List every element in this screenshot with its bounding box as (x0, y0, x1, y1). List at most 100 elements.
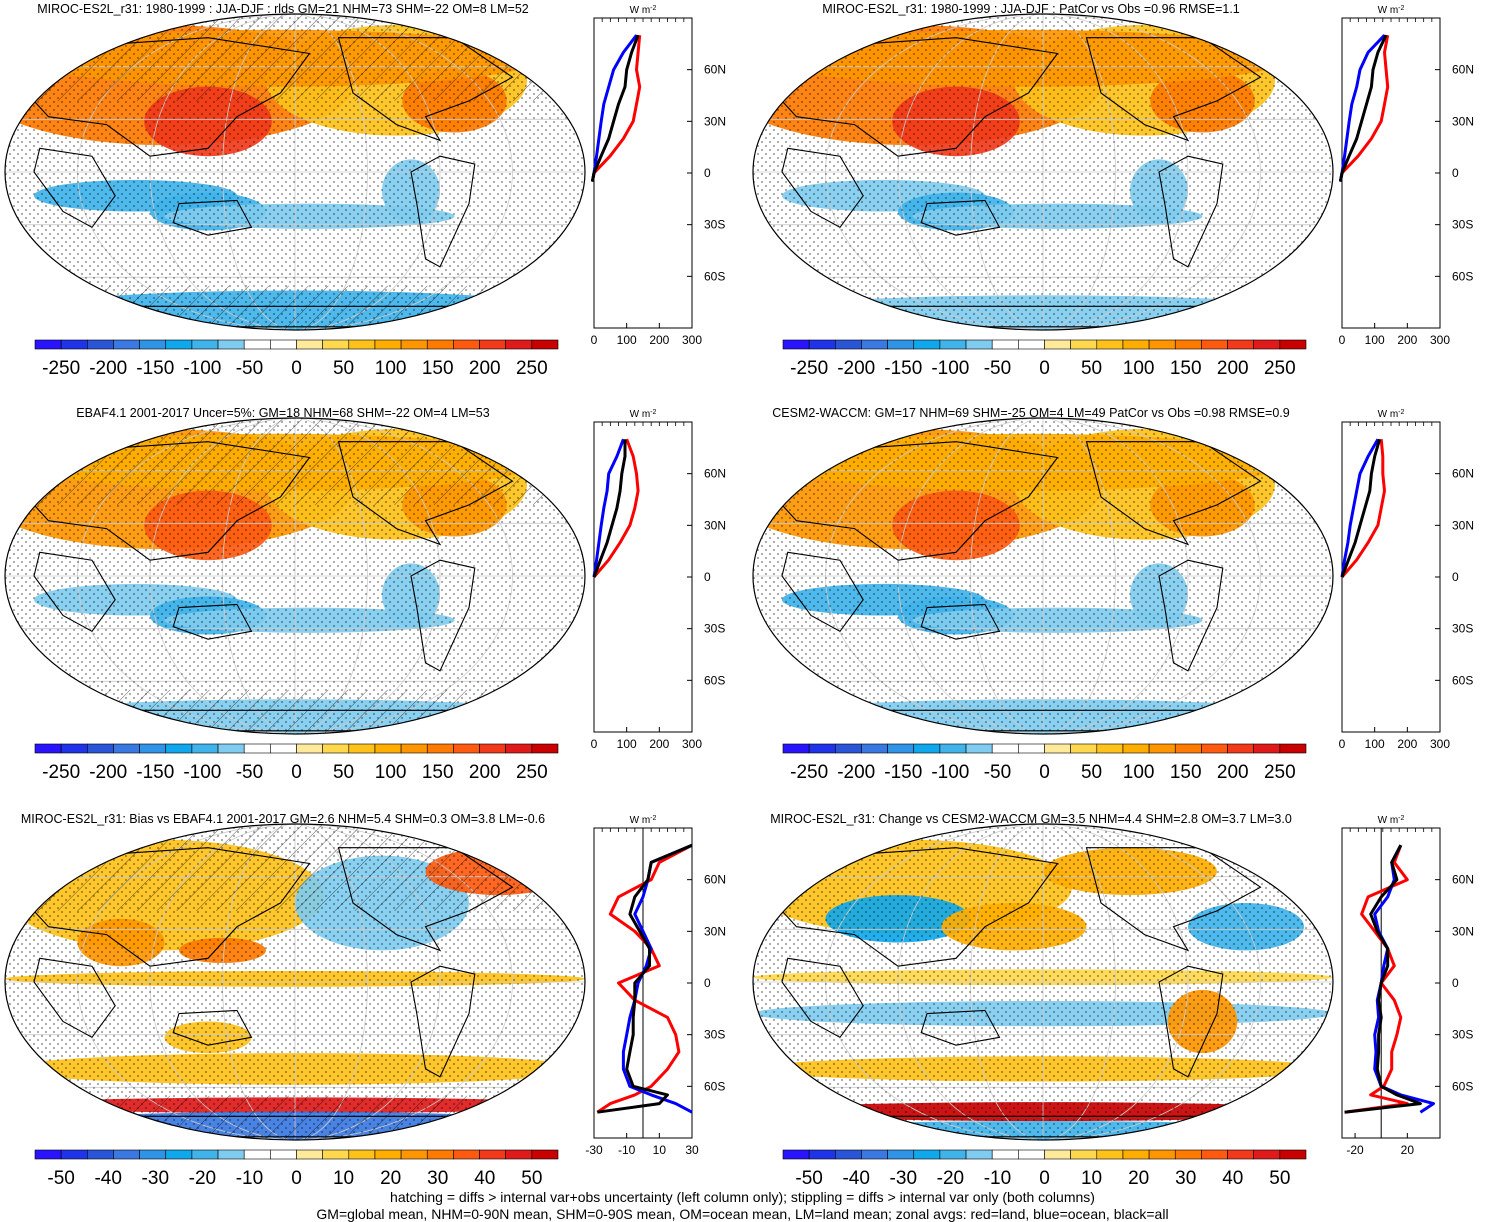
colorbar-segment (965, 1149, 993, 1160)
colorbar-segment (426, 1149, 454, 1160)
colorbar-tick-label: 0 (291, 1168, 302, 1189)
unit-main: W m (630, 409, 651, 420)
colorbar-segment (782, 743, 810, 754)
x-tick-label: 300 (682, 333, 702, 347)
colorbar-tick-label: 250 (516, 358, 548, 379)
colorbar-segment (1018, 339, 1045, 350)
colorbar-segment (939, 339, 967, 350)
colorbar-segment (165, 743, 193, 754)
colorbar-segment (887, 339, 915, 350)
hatching (5, 285, 585, 330)
coastline (410, 965, 476, 1078)
y-tick-label: 60S (704, 673, 725, 687)
coastline (18, 37, 311, 157)
coastline (410, 559, 476, 672)
colorbar-segment (217, 743, 245, 754)
colorbar-tick-label: 100 (1123, 358, 1155, 379)
colorbar-segment (1096, 743, 1124, 754)
unit-exponent: -2 (1398, 409, 1404, 416)
colorbar-tick-label: 30 (427, 1168, 448, 1189)
panel-p1: MIROC-ES2L_r31: 1980-1999 : JJA-DJF : rl… (4, 2, 726, 379)
colorbar-segment (191, 1149, 219, 1160)
colorbar-segment (322, 1149, 350, 1160)
colorbar-segment (939, 743, 967, 754)
coastline (337, 847, 514, 952)
colorbar-segment (808, 743, 836, 754)
coastline (1085, 847, 1262, 952)
x-tick-label: 300 (1430, 737, 1450, 751)
colorbar-segment (243, 1149, 271, 1160)
colorbar-segment (1018, 743, 1045, 754)
map-area (753, 418, 1333, 734)
colorbar-segment (505, 339, 533, 350)
colorbar-segment (191, 743, 219, 754)
hatching (5, 1095, 585, 1140)
zonal-plot-frame (1341, 827, 1441, 1139)
colorbar-segment (139, 1149, 167, 1160)
colorbar-segment (34, 743, 62, 754)
colorbar-tick-label: -10 (236, 1168, 263, 1189)
x-tick-label: 100 (617, 737, 637, 751)
y-tick-label: 30S (1452, 1028, 1473, 1042)
coastline (1158, 965, 1224, 1078)
colorbar-segment (1018, 1149, 1045, 1160)
footnote-legend: GM=global mean, NHM=0-90N mean, SHM=0-90… (316, 1206, 1169, 1222)
colorbar-segment (270, 339, 297, 350)
colorbar-segment (191, 339, 219, 350)
colorbar-segment (835, 743, 862, 754)
colorbar-segment (34, 339, 62, 350)
colorbar-segment (913, 339, 941, 350)
x-tick-label: 0 (591, 737, 598, 751)
colorbar-segment (374, 339, 402, 350)
colorbar-segment (453, 743, 480, 754)
colorbar-segment (1279, 339, 1307, 350)
zonal-mean-plot: W m-2 60N 30N 0 30S 60S -30 -10 10 30 (585, 815, 726, 1157)
colorbar-segment (913, 1149, 941, 1160)
x-tick-label: 0 (1339, 737, 1346, 751)
y-tick-label: 30S (704, 218, 725, 232)
panel-title: MIROC-ES2L_r31: 1980-1999 : JJA-DJF : rl… (37, 2, 529, 16)
colorbar-tick-label: -50 (795, 1168, 822, 1189)
zonal-ocean-line (1340, 438, 1380, 578)
colorbar-segment (1253, 339, 1281, 350)
x-tick-label: 100 (617, 333, 637, 347)
colorbar-segment (60, 1149, 88, 1160)
y-tick-label: 60N (704, 63, 726, 77)
y-tick-label: 30S (704, 1028, 725, 1042)
x-tick-label: -30 (585, 1143, 603, 1157)
coastline (1085, 37, 1262, 142)
colorbar: -50 -40 -30 -20 -10 0 10 20 30 40 50 (34, 1149, 559, 1189)
colorbar-segment (861, 743, 888, 754)
zonal-ocean-line (592, 438, 625, 578)
stippling (753, 824, 1333, 1140)
colorbar-tick-label: 0 (291, 358, 302, 379)
panel-title: MIROC-ES2L_r31: Bias vs EBAF4.1 2001-201… (21, 812, 545, 826)
colorbar-tick-label: -40 (94, 1168, 121, 1189)
colorbar-segment (991, 339, 1019, 350)
x-tick-label: -20 (1346, 1143, 1364, 1157)
zonal-all-line (1338, 34, 1388, 182)
y-tick-label: 60N (704, 467, 726, 481)
hatching (5, 418, 585, 505)
y-tick-label: 30N (1452, 518, 1474, 532)
x-tick-label: 0 (591, 333, 598, 347)
colorbar-tick-label: -200 (89, 762, 127, 783)
colorbar-segment (505, 1149, 533, 1160)
colorbar-segment (1148, 1149, 1176, 1160)
colorbar-tick-label: 100 (375, 358, 407, 379)
colorbar-segment (1279, 1149, 1307, 1160)
colorbar-tick-label: 250 (516, 762, 548, 783)
panel-p5: MIROC-ES2L_r31: Bias vs EBAF4.1 2001-201… (4, 812, 726, 1189)
colorbar-segment (1253, 1149, 1281, 1160)
colorbar-segment (322, 339, 350, 350)
zonal-ocean-line (590, 34, 638, 182)
colorbar-tick-label: 100 (1123, 762, 1155, 783)
colorbar-tick-label: -150 (884, 762, 922, 783)
y-tick-label: 60N (1452, 873, 1474, 887)
colorbar-segment (1174, 339, 1202, 350)
colorbar-segment (835, 1149, 862, 1160)
unit-main: W m (630, 5, 651, 16)
colorbar-segment (835, 339, 862, 350)
zonal-land-line (596, 843, 693, 1114)
colorbar-tick-label: -50 (984, 358, 1011, 379)
